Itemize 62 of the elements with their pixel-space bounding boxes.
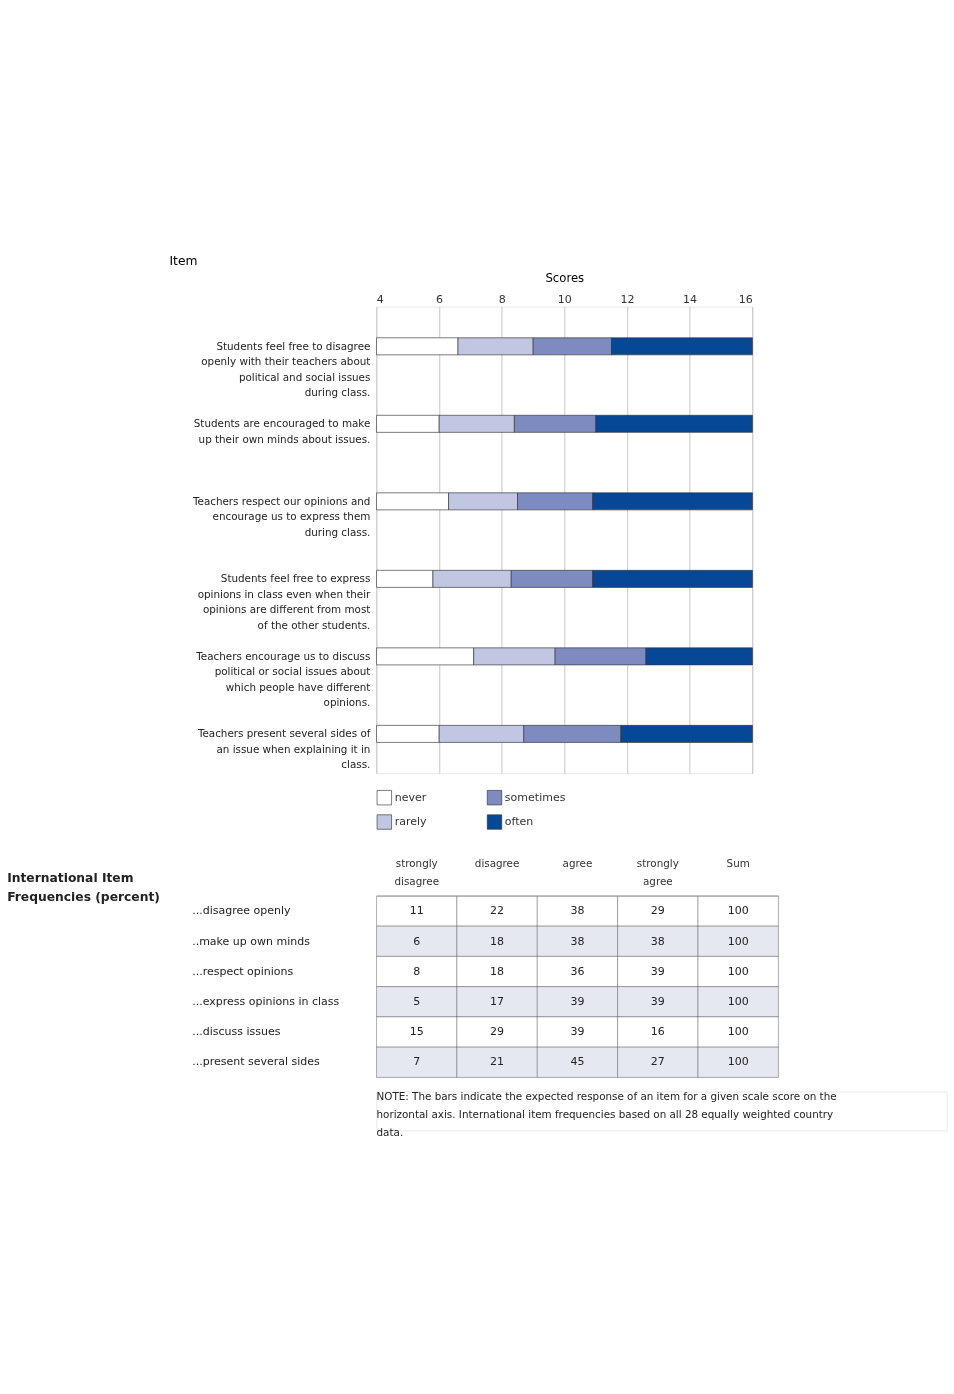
data-label: 45 <box>570 1055 585 1069</box>
x-tick-label: 16 <box>738 293 753 307</box>
x-tick-label: strongly agree <box>636 857 679 888</box>
y-tick-label: ...present several sides <box>192 1055 321 1069</box>
data-label: 100 <box>727 934 749 948</box>
x-tick-label: 12 <box>620 293 635 307</box>
text: International Item Frequencies (percent) <box>7 870 160 905</box>
data-label: 7 <box>413 1055 421 1069</box>
data-label: 18 <box>490 964 505 978</box>
data-label: 39 <box>570 995 585 1009</box>
data-label: 16 <box>650 1025 665 1039</box>
y-tick-label: Teachers respect our opinions and encourage us to express them during class. <box>191 494 371 538</box>
y-tick-label: Teachers encourage us to discuss political or social issues about which people have different opinions. <box>195 649 371 709</box>
data-label: 38 <box>570 934 585 948</box>
data-label: 100 <box>727 995 749 1009</box>
data-label: 100 <box>727 1025 749 1039</box>
x-tick-label: disagree <box>474 857 520 870</box>
y-axis-title: Item <box>169 253 198 268</box>
x-tick-label: 8 <box>498 293 506 307</box>
y-tick-label: ...disagree openly <box>192 904 291 918</box>
y-tick-label: Students are encouraged to make up their own minds about issues. <box>193 417 371 445</box>
y-tick-label: ...express opinions in class <box>192 995 340 1009</box>
data-label: 38 <box>570 904 585 918</box>
legend-label: rarely <box>394 815 428 829</box>
data-label: 29 <box>490 1025 505 1039</box>
x-tick-label: Sum <box>726 857 750 870</box>
x-tick-label: 10 <box>557 293 572 307</box>
y-tick-label: Students feel free to disagree openly with their teachers about political and social issues during class. <box>201 339 371 399</box>
data-label: 6 <box>413 934 421 948</box>
y-tick-label: Students feel free to express opinions in class even when their opinions are different from most of the other students. <box>197 572 372 631</box>
x-tick-label: 6 <box>436 293 444 307</box>
y-tick-label: Teachers present several sides of an issue when explaining it in class. <box>196 727 371 771</box>
data-label: 38 <box>650 934 665 948</box>
data-label: 5 <box>413 995 421 1009</box>
data-label: 29 <box>650 904 665 918</box>
data-label: 100 <box>727 964 749 978</box>
data-label: 100 <box>727 904 749 918</box>
data-label: 27 <box>650 1055 665 1069</box>
y-tick-label: ...respect opinions <box>192 964 294 978</box>
x-axis-title: Scores <box>545 271 585 286</box>
legend-label: never <box>394 790 427 804</box>
x-tick-label: agree <box>562 857 593 870</box>
data-label: 39 <box>650 995 665 1009</box>
data-label: 17 <box>490 995 505 1009</box>
y-tick-label: ..make up own minds <box>192 934 311 948</box>
data-label: 18 <box>490 934 505 948</box>
data-label: 21 <box>490 1055 505 1069</box>
text: NOTE: The bars indicate the expected response of an item for a given scale score on the horizontal axis. International item frequencies based on all 28 equally weighted country data. <box>376 1090 837 1139</box>
data-label: 36 <box>570 964 585 978</box>
x-tick-label: 4 <box>376 293 384 307</box>
y-tick-label: ...discuss issues <box>192 1025 281 1039</box>
x-tick-label: 14 <box>683 293 698 307</box>
data-label: 100 <box>727 1055 749 1069</box>
data-label: 8 <box>413 964 421 978</box>
legend-label: sometimes <box>504 790 566 804</box>
data-label: 39 <box>570 1025 585 1039</box>
x-tick-label: strongly disagree <box>394 857 440 888</box>
data-label: 11 <box>409 904 424 918</box>
data-label: 22 <box>490 904 505 918</box>
data-label: 15 <box>409 1025 424 1039</box>
data-label: 39 <box>650 964 665 978</box>
legend-label: often <box>504 815 534 829</box>
